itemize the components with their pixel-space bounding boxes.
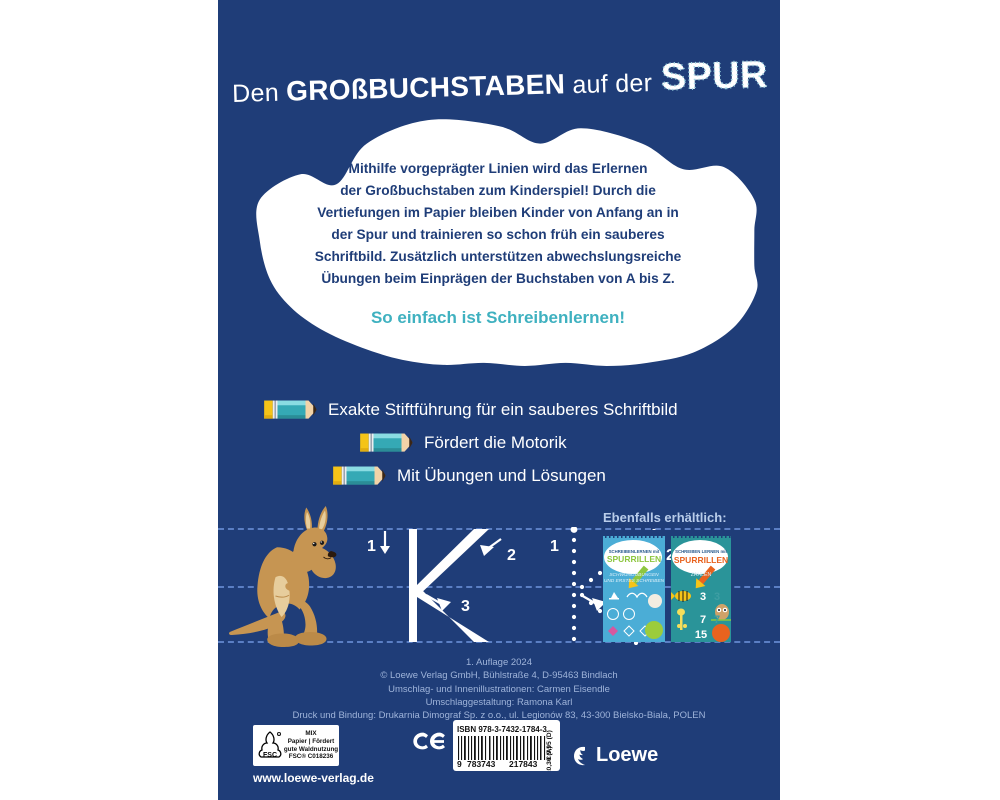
svg-text:SCHREIBEN LERNEN mit: SCHREIBEN LERNEN mit (675, 549, 727, 554)
svg-text:SPURRILLEN: SPURRILLEN (607, 554, 661, 564)
svg-text:217843: 217843 (509, 759, 538, 769)
svg-text:2: 2 (507, 547, 516, 564)
svg-text:SCHWUNGÜBUNGEN: SCHWUNGÜBUNGEN (609, 571, 659, 578)
svg-text:1: 1 (367, 538, 376, 555)
svg-text:3: 3 (714, 591, 720, 603)
svg-text:9: 9 (457, 759, 462, 769)
svg-text:UND ERSTES SCHREIBEN: UND ERSTES SCHREIBEN (604, 578, 665, 584)
svg-text:ISBN 978-3-7432-1784-3: ISBN 978-3-7432-1784-3 (457, 725, 547, 734)
svg-text:783743: 783743 (467, 759, 496, 769)
svg-text:€ 10,30 (A): € 10,30 (A) (546, 746, 553, 771)
svg-text:SPUR: SPUR (661, 54, 769, 99)
svg-text:®: ® (278, 733, 280, 736)
svg-text:1: 1 (550, 538, 559, 555)
svg-text:ZAHLEN: ZAHLEN (691, 572, 712, 578)
svg-text:SPURRILLEN: SPURRILLEN (674, 555, 728, 565)
svg-text:FSC: FSC (263, 752, 277, 759)
svg-text:3: 3 (700, 591, 706, 603)
svg-text:15: 15 (695, 629, 707, 641)
svg-text:3: 3 (461, 598, 470, 615)
svg-text:7: 7 (700, 614, 706, 626)
